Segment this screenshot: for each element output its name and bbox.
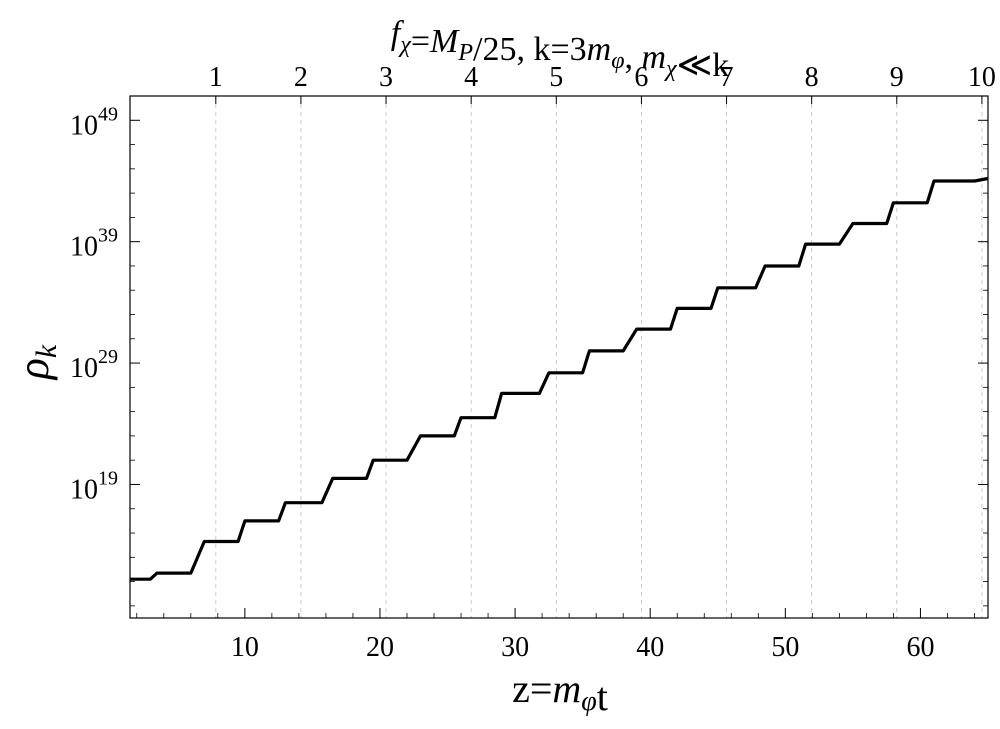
x-axis-title: z=mφt [512, 666, 608, 719]
top-axis-tick-label: 8 [805, 62, 819, 93]
x-tick-label: 20 [366, 632, 394, 663]
tick-labels: 1 2 3 4 5 6 7 8 9 10 10 20 30 40 50 60 1019 1029 1039 1049 [70, 62, 996, 663]
top-axis-tick-label: 5 [549, 62, 563, 93]
x-tick-label: 30 [501, 632, 529, 663]
y-tick-label: 1019 [70, 467, 118, 505]
x-tick-label: 50 [771, 632, 799, 663]
y-tick-label: 1029 [70, 346, 118, 384]
gridlines [215, 96, 983, 618]
x-tick-label: 10 [231, 632, 259, 663]
y-axis-title: ρk [9, 344, 63, 381]
series-layer [130, 176, 989, 581]
y-tick-label: 1039 [70, 225, 118, 263]
top-axis-tick-label: 7 [720, 62, 734, 93]
top-axis-tick-label: 6 [634, 62, 648, 93]
top-axis-tick-label: 4 [464, 62, 478, 93]
series-line [130, 176, 989, 581]
y-tick-label: 1049 [70, 103, 118, 141]
top-axis-tick-label: 10 [968, 62, 996, 93]
x-tick-label: 40 [636, 632, 664, 663]
top-axis-tick-label: 1 [209, 62, 223, 93]
tick-marks [130, 96, 988, 618]
plot-frame [129, 95, 989, 619]
top-axis-tick-label: 3 [379, 62, 393, 93]
top-axis-tick-label: 2 [294, 62, 308, 93]
top-axis-tick-label: 9 [890, 62, 904, 93]
x-tick-label: 60 [906, 632, 934, 663]
